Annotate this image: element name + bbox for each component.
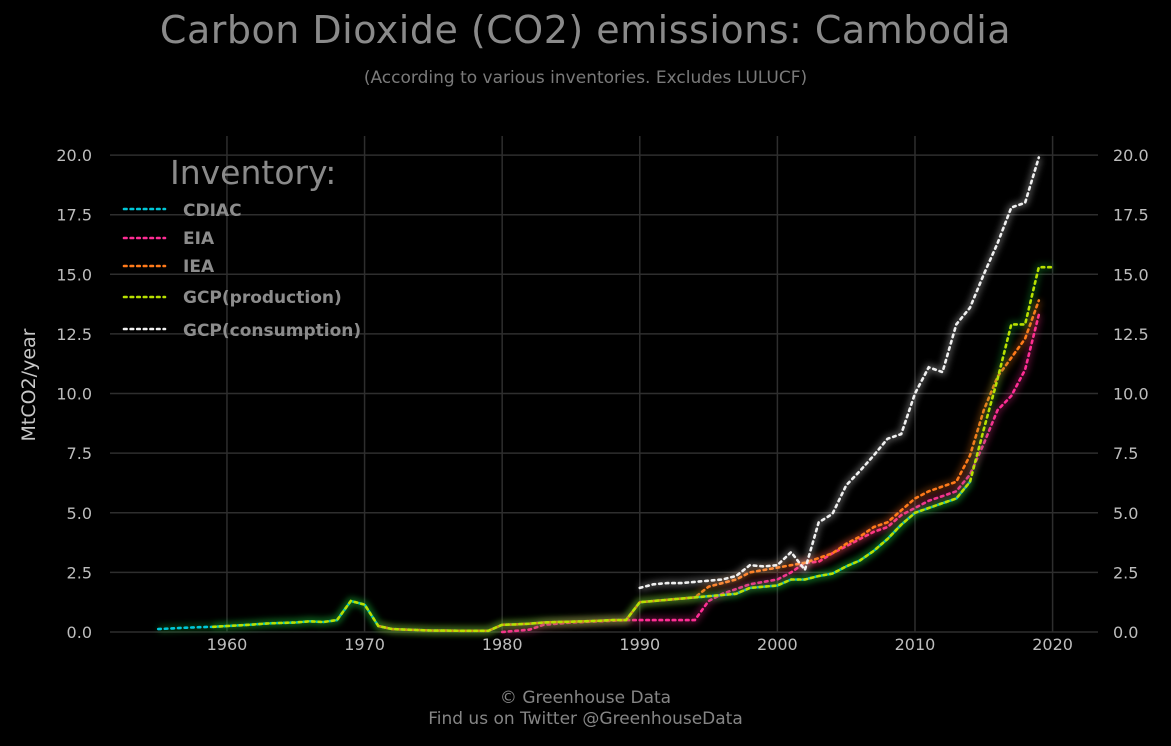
y-tick-left: 10.0 [56,385,92,404]
y-axis-label: MtCO2/year [18,328,40,441]
y-tick-left: 15.0 [56,265,92,284]
chart-subtitle: (According to various inventories. Exclu… [363,68,808,88]
legend-label-eia: EIA [183,229,215,249]
legend-label-gcp-production: GCP(production) [183,288,342,308]
legend-item-gcp-consumption: GCP(consumption) [122,321,361,341]
y-tick-right: 12.5 [1113,325,1149,344]
series-glow-cdiac [158,479,973,634]
y-tick-left: 20.0 [56,146,92,165]
y-tick-right: 17.5 [1113,206,1149,225]
x-tick: 2020 [1032,635,1073,654]
x-tick: 1990 [619,635,660,654]
y-tick-right: 5.0 [1113,504,1138,523]
series-line-cdiac [156,480,972,633]
y-tick-right: 2.5 [1113,563,1138,582]
footer-copyright: © Greenhouse Data [499,688,672,708]
legend-item-gcp-production: GCP(production) [122,288,342,308]
y-tick-left: 2.5 [67,563,92,582]
grid-lines [110,136,1098,633]
legend-item-eia: EIA [122,229,215,249]
legend-item-cdiac: CDIAC [122,201,242,221]
series-lines [156,156,1054,635]
axis-ticks: 0.0 0.0 2.5 2.5 5.0 5.0 7.5 7.5 10.0 10.0 12.5 12.5… [56,146,1148,654]
y-tick-left: 12.5 [56,325,92,344]
x-tick: 2000 [757,635,798,654]
series-line-gcp-production [211,265,1054,633]
series-line-eia [500,313,1041,634]
series-glow-gcp-consumption [639,156,1042,591]
legend-title: Inventory: [170,153,336,192]
x-tick: 1980 [482,635,523,654]
legend-item-iea: IEA [122,257,215,277]
x-tick: 1970 [344,635,385,654]
y-tick-right: 15.0 [1113,265,1149,284]
series-line-iea [376,299,1041,633]
y-tick-right: 20.0 [1113,146,1149,165]
legend-label-gcp-consumption: GCP(consumption) [183,321,361,341]
x-tick: 2010 [895,635,936,654]
y-tick-left: 7.5 [67,444,92,463]
legend: Inventory: CDIAC EIA IEA GCP(production)… [122,153,361,341]
footer-twitter: Find us on Twitter @GreenhouseData [428,709,743,729]
x-tick: 1960 [207,635,248,654]
y-tick-left: 0.0 [67,623,92,642]
legend-label-cdiac: CDIAC [183,201,242,221]
y-tick-left: 5.0 [67,504,92,523]
series-line-gcp-consumption [638,156,1041,590]
legend-label-iea: IEA [183,257,215,277]
y-tick-left: 17.5 [56,206,92,225]
chart-title: Carbon Dioxide (CO2) emissions: Cambodia [159,8,1012,52]
y-tick-right: 10.0 [1113,385,1149,404]
y-tick-right: 7.5 [1113,444,1138,463]
y-tick-right: 0.0 [1113,623,1138,642]
